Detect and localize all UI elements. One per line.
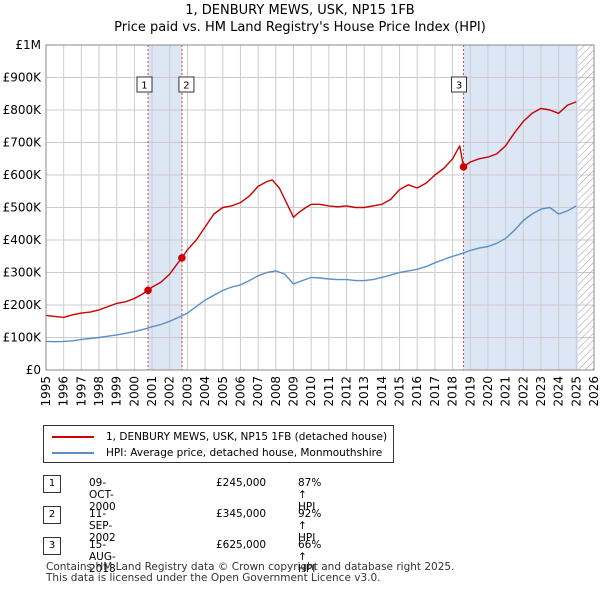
y-tick-label: £200K — [3, 298, 43, 312]
x-tick-label: 2018 — [446, 376, 460, 407]
plot-frame — [45, 44, 595, 371]
x-tick-label: 2013 — [357, 376, 371, 407]
sale-point — [459, 163, 468, 171]
y-tick-label: £500K — [3, 201, 43, 215]
sale-number-badge — [451, 76, 468, 93]
x-tick-label: 2009 — [286, 376, 300, 407]
transaction-price: £345,000 — [216, 508, 267, 520]
legend: 1, DENBURY MEWS, USK, NP15 1FB (detached… — [43, 425, 394, 463]
x-tick-label: 2022 — [516, 376, 530, 407]
x-tick-label: 2015 — [393, 376, 407, 407]
y-tick-label: £300K — [3, 266, 43, 280]
hpi-line — [46, 205, 577, 343]
sale-number-label: 1 — [141, 81, 147, 92]
x-tick-label: 2011 — [322, 376, 336, 407]
legend-item-hpi: HPI: Average price, detached house, Monm… — [52, 445, 382, 461]
sale-number-badge — [136, 76, 153, 93]
x-tick-label: 2016 — [410, 376, 424, 407]
x-tick-label: 2021 — [499, 376, 513, 407]
x-tick-label: 1995 — [39, 376, 53, 407]
sale-point — [178, 254, 186, 262]
y-tick-label: £800K — [3, 103, 43, 117]
x-tick-label: 1998 — [92, 376, 106, 407]
legend-label-hpi: HPI: Average price, detached house, Monm… — [106, 447, 383, 459]
x-tick-label: 2008 — [269, 376, 283, 407]
x-tick-label: 2010 — [304, 376, 318, 407]
y-tick-label: £0 — [26, 363, 41, 377]
sale-number-label: 2 — [183, 81, 189, 92]
transaction-date: 11-SEP-2002 — [89, 508, 116, 544]
legend-item-property: 1, DENBURY MEWS, USK, NP15 1FB (detached… — [52, 429, 387, 445]
x-tick-label: 2004 — [198, 376, 212, 407]
x-tick-label: 2007 — [251, 376, 265, 407]
footer-licence: This data is licensed under the Open Gov… — [46, 572, 381, 584]
x-tick-label: 2006 — [233, 376, 247, 407]
x-tick-label: 1996 — [57, 376, 71, 407]
footer-copyright: Contains HM Land Registry data © Crown c… — [46, 561, 455, 573]
forecast-hatch — [578, 45, 594, 370]
chart-title: 1, DENBURY MEWS, USK, NP15 1FB — [185, 3, 415, 18]
transaction-badge: 2 — [43, 506, 61, 524]
y-tick-label: £900K — [3, 71, 43, 85]
sale-point — [144, 286, 152, 295]
y-tick-label: £1M — [15, 38, 41, 52]
x-tick-label: 2003 — [180, 376, 194, 407]
transaction-hpi: 92% ↑ HPI — [298, 508, 322, 544]
x-tick-label: 2017 — [428, 376, 442, 407]
x-tick-label: 2025 — [569, 376, 583, 407]
y-tick-label: £100K — [3, 331, 43, 345]
transaction-badge: 1 — [43, 475, 61, 493]
hpi-line-swatch — [52, 452, 94, 454]
y-tick-label: £700K — [3, 136, 43, 150]
x-tick-label: 2001 — [145, 376, 159, 407]
transaction-price: £625,000 — [216, 539, 267, 551]
transaction-hpi: 87% ↑ HPI — [298, 477, 322, 513]
x-tick-label: 2000 — [127, 376, 141, 407]
legend-label-property: 1, DENBURY MEWS, USK, NP15 1FB (detached… — [106, 431, 388, 443]
transaction-badge: 3 — [43, 537, 61, 555]
x-tick-label: 1999 — [110, 376, 124, 407]
transaction-price: £245,000 — [216, 477, 267, 489]
x-tick-label: 2014 — [375, 376, 389, 407]
x-tick-label: 2005 — [216, 376, 230, 407]
sale-number-label: 3 — [456, 81, 462, 92]
transaction-hpi: 66% ↑ HPI — [298, 539, 322, 575]
price-chart: 1 2 3 £0 £100K £200K £300K £400K £500K £600K £700… — [3, 38, 600, 407]
x-tick-label: 2012 — [340, 376, 354, 407]
x-tick-label: 1997 — [74, 376, 88, 407]
y-tick-label: £400K — [3, 233, 43, 247]
x-tick-label: 2024 — [552, 376, 566, 407]
x-tick-label: 2023 — [534, 376, 548, 407]
x-tick-label: 2002 — [163, 376, 177, 407]
property-price-line — [46, 101, 577, 319]
transaction-date: 09-OCT-2000 — [89, 477, 116, 513]
x-tick-label: 2026 — [587, 376, 600, 407]
x-tick-label: 2019 — [463, 376, 477, 407]
property-line-swatch — [52, 436, 94, 438]
y-tick-label: £600K — [3, 168, 43, 182]
transaction-date: 15-AUG-2018 — [89, 539, 116, 575]
chart-subtitle: Price paid vs. HM Land Registry's House … — [114, 20, 486, 35]
x-tick-label: 2020 — [481, 376, 495, 407]
sale-number-badge — [178, 76, 195, 93]
